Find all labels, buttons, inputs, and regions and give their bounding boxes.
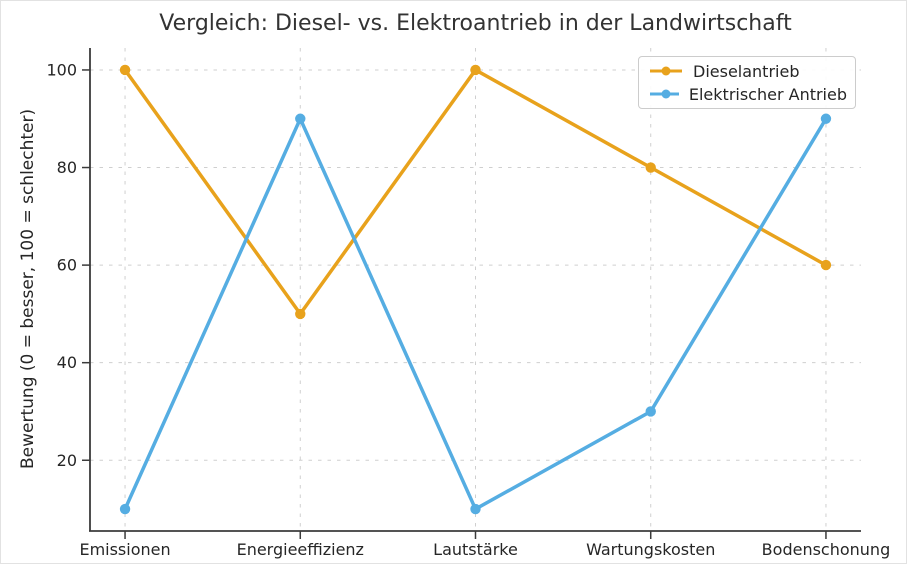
- legend-line-marker-icon: [650, 89, 679, 99]
- legend-item-elektrischer-antrieb: Elektrischer Antrieb: [649, 84, 847, 104]
- legend-label: Dieselantrieb: [693, 61, 800, 81]
- data-point-dieselantrieb: [820, 259, 832, 271]
- legend-sample-marker: [661, 89, 671, 99]
- x-tick-label: Wartungskosten: [586, 540, 715, 559]
- y-tick-label: 80: [57, 158, 77, 177]
- x-tick-label: Energieeffizienz: [237, 540, 364, 559]
- data-point-elektrischer-antrieb: [119, 503, 131, 515]
- chart-title: Vergleich: Diesel- vs. Elektroantrieb in…: [159, 11, 792, 36]
- legend-line-marker-icon: [650, 66, 682, 76]
- data-point-elektrischer-antrieb: [470, 503, 481, 515]
- x-tick-label: Emissionen: [79, 540, 170, 559]
- y-tick-label: 40: [57, 353, 77, 372]
- x-tick-label: Bodenschonung: [762, 540, 891, 559]
- y-tick-label: 100: [46, 60, 77, 79]
- legend-sample-marker: [661, 66, 671, 76]
- data-point-elektrischer-antrieb: [820, 113, 832, 124]
- legend-item-dieselantrieb: Dieselantrieb: [649, 61, 847, 81]
- legend-label: Elektrischer Antrieb: [688, 84, 847, 104]
- data-point-dieselantrieb: [645, 162, 656, 173]
- y-axis-label: Bewertung (0 = besser, 100 = schlechter): [18, 108, 38, 470]
- data-point-dieselantrieb: [470, 64, 481, 76]
- x-tick-label: Lautstärke: [433, 540, 518, 559]
- y-tick-label: 60: [57, 256, 77, 275]
- data-point-dieselantrieb: [119, 64, 131, 76]
- legend: Dieselantrieb Elektrischer Antrieb: [638, 56, 856, 109]
- data-point-elektrischer-antrieb: [645, 406, 656, 417]
- y-tick-label: 20: [57, 451, 77, 470]
- data-point-elektrischer-antrieb: [295, 113, 306, 124]
- data-point-dieselantrieb: [295, 308, 306, 320]
